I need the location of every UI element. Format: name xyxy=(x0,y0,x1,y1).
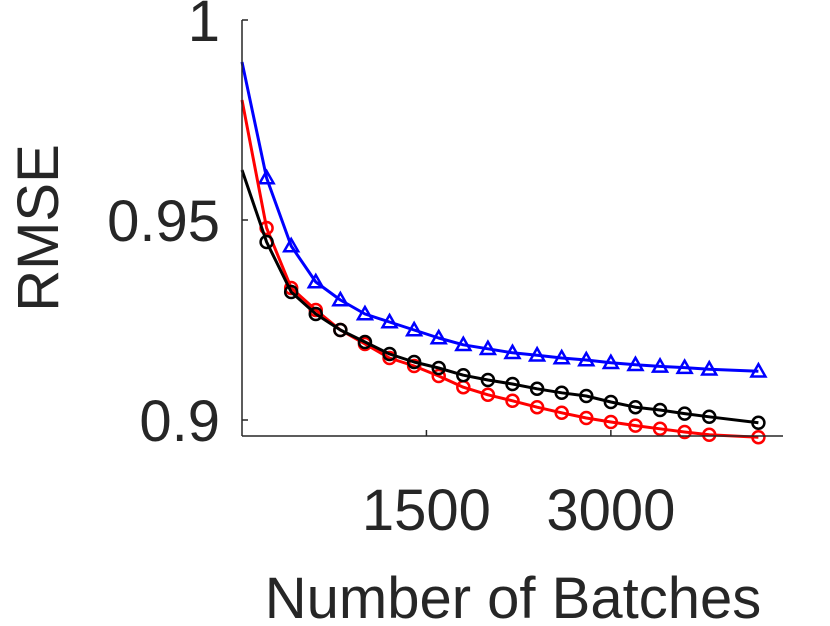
series-line xyxy=(240,99,759,439)
series-marker xyxy=(382,346,397,362)
series-marker xyxy=(306,272,325,289)
series-marker xyxy=(652,402,668,418)
series-marker xyxy=(603,394,619,410)
series-marker xyxy=(579,410,594,426)
y-axis-title: RMSE xyxy=(6,144,71,312)
series-marker xyxy=(406,354,422,370)
x-axis-title: Number of Batches xyxy=(265,566,761,626)
series-marker xyxy=(259,234,274,250)
series-marker xyxy=(677,406,692,421)
series-marker xyxy=(626,355,645,372)
y-tick-label: 0.9 xyxy=(139,389,220,454)
series-line xyxy=(240,169,759,425)
series-marker xyxy=(333,322,348,338)
series-marker xyxy=(552,348,571,365)
series-marker xyxy=(357,334,373,350)
series-marker xyxy=(601,353,621,370)
series-marker xyxy=(529,381,545,397)
series-marker xyxy=(749,361,768,378)
series-marker xyxy=(429,328,448,345)
series-marker xyxy=(628,399,643,415)
series-marker xyxy=(652,421,668,437)
series-marker xyxy=(380,312,399,329)
series-marker xyxy=(751,429,766,445)
series-marker xyxy=(577,350,596,367)
series-group xyxy=(240,169,766,431)
series-marker xyxy=(431,360,446,376)
axes-layer: 0.9 0.95 1 1500 3000 xyxy=(107,0,783,543)
series-marker xyxy=(527,345,547,362)
series-marker xyxy=(308,306,324,322)
series-marker xyxy=(628,418,643,433)
series-marker xyxy=(503,343,522,360)
series-marker xyxy=(701,409,717,425)
series-marker xyxy=(283,284,299,300)
series-marker xyxy=(480,387,496,403)
y-tick-label: 1 xyxy=(188,0,220,54)
series-marker xyxy=(355,304,375,321)
series-marker xyxy=(579,388,594,404)
series-marker xyxy=(554,385,569,401)
series-line xyxy=(240,61,759,373)
series-marker xyxy=(675,358,694,375)
series-marker xyxy=(650,356,670,373)
series-marker xyxy=(478,339,498,356)
series-marker xyxy=(677,424,692,440)
series-marker xyxy=(700,359,719,376)
x-tick-label: 1500 xyxy=(362,478,491,543)
y-tick-label: 0.95 xyxy=(107,189,220,254)
series-marker xyxy=(751,415,766,431)
series-group xyxy=(240,99,766,445)
series-marker xyxy=(505,393,520,409)
series-marker xyxy=(282,236,301,253)
series-marker xyxy=(701,427,717,443)
series-marker xyxy=(603,414,619,430)
series-marker xyxy=(505,376,520,392)
series-layer xyxy=(240,61,768,445)
x-tick-label: 3000 xyxy=(546,478,675,543)
series-marker xyxy=(454,335,473,352)
series-marker xyxy=(404,320,424,337)
series-marker xyxy=(456,367,471,383)
series-marker xyxy=(331,290,350,307)
series-marker xyxy=(431,368,446,384)
series-marker xyxy=(529,399,545,415)
series-marker xyxy=(554,405,569,421)
series-marker xyxy=(257,168,276,185)
series-marker xyxy=(480,372,496,388)
series-group xyxy=(240,61,768,378)
